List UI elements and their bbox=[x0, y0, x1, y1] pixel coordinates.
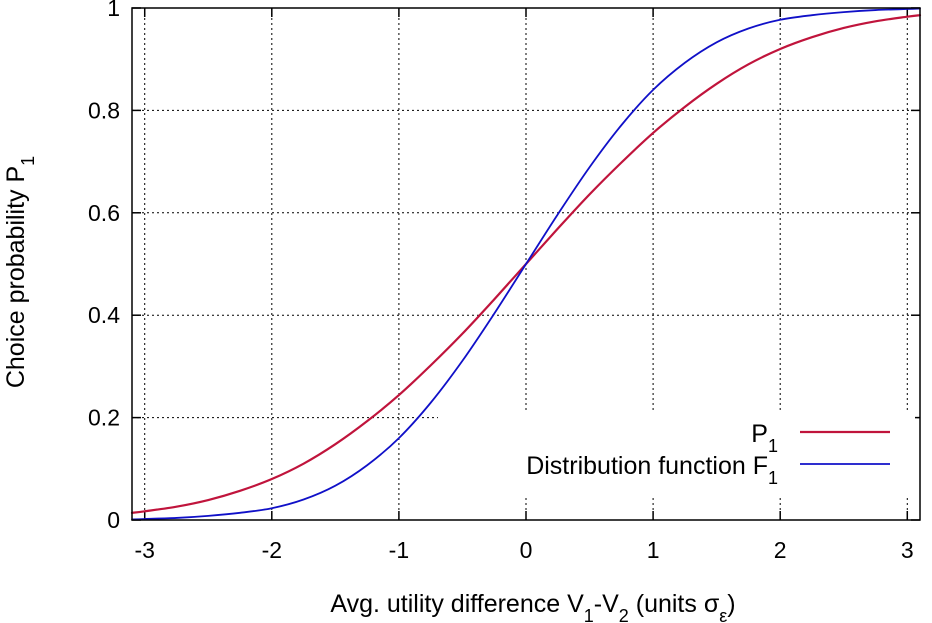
y-tick-label: 0.8 bbox=[88, 97, 120, 123]
x-tick-label: 0 bbox=[520, 537, 533, 563]
x-tick-label: -3 bbox=[134, 537, 154, 563]
x-tick-label: -1 bbox=[389, 537, 409, 563]
y-tick-label: 0.6 bbox=[88, 200, 120, 226]
series-line-f1 bbox=[131, 7, 921, 521]
legend-label-f1: Distribution function F1 bbox=[526, 452, 778, 488]
legend: P1 Distribution function F1 bbox=[438, 410, 915, 496]
x-tick-label: 3 bbox=[901, 537, 914, 563]
plot-frame bbox=[131, 7, 921, 521]
tick-labels: -3 -2 -1 0 1 2 3 0 0.2 0.4 0.6 0.8 1 bbox=[88, 0, 914, 563]
y-tick-label: 0.2 bbox=[88, 405, 120, 431]
x-axis-label: Avg. utility difference V1-V2 (units σε) bbox=[330, 590, 735, 623]
y-axis-label: Choice probability P1 bbox=[2, 156, 38, 388]
grid bbox=[132, 7, 920, 521]
legend-label-p1: P1 bbox=[751, 420, 778, 456]
y-tick-label: 0 bbox=[107, 507, 120, 533]
x-tick-label: 2 bbox=[774, 537, 787, 563]
legend-background bbox=[438, 410, 915, 496]
y-tick-label: 1 bbox=[107, 0, 120, 21]
y-tick-label: 0.4 bbox=[88, 302, 120, 328]
x-tick-label: 1 bbox=[647, 537, 660, 563]
series-group bbox=[130, 7, 922, 521]
x-tick-label: -2 bbox=[262, 537, 282, 563]
